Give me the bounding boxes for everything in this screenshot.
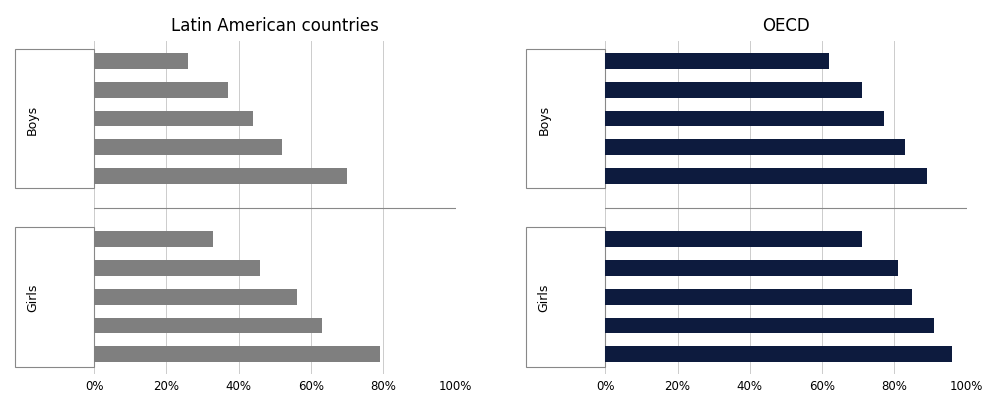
Bar — [605, 54, 829, 70]
Text: Girls: Girls — [26, 283, 39, 311]
Bar — [605, 261, 898, 276]
Bar — [605, 140, 905, 156]
Bar — [94, 318, 322, 334]
Bar — [605, 289, 912, 305]
Bar — [526, 227, 605, 366]
Bar — [605, 111, 884, 127]
Title: OECD: OECD — [762, 17, 810, 35]
Text: Girls: Girls — [537, 283, 550, 311]
Bar — [94, 83, 228, 98]
Bar — [94, 140, 282, 156]
Bar — [605, 318, 934, 334]
Bar — [526, 49, 605, 189]
Bar — [94, 54, 188, 70]
Bar — [94, 289, 297, 305]
Bar — [94, 232, 213, 247]
Bar — [94, 111, 253, 127]
Bar — [605, 232, 862, 247]
Bar — [94, 346, 380, 362]
Title: Latin American countries: Latin American countries — [171, 17, 379, 35]
Bar — [605, 83, 862, 98]
Bar — [15, 49, 94, 189]
Bar — [15, 227, 94, 366]
Bar — [94, 261, 260, 276]
Bar — [94, 169, 347, 184]
Bar — [605, 346, 952, 362]
Text: Boys: Boys — [26, 104, 39, 134]
Text: Boys: Boys — [537, 104, 550, 134]
Bar — [605, 169, 927, 184]
